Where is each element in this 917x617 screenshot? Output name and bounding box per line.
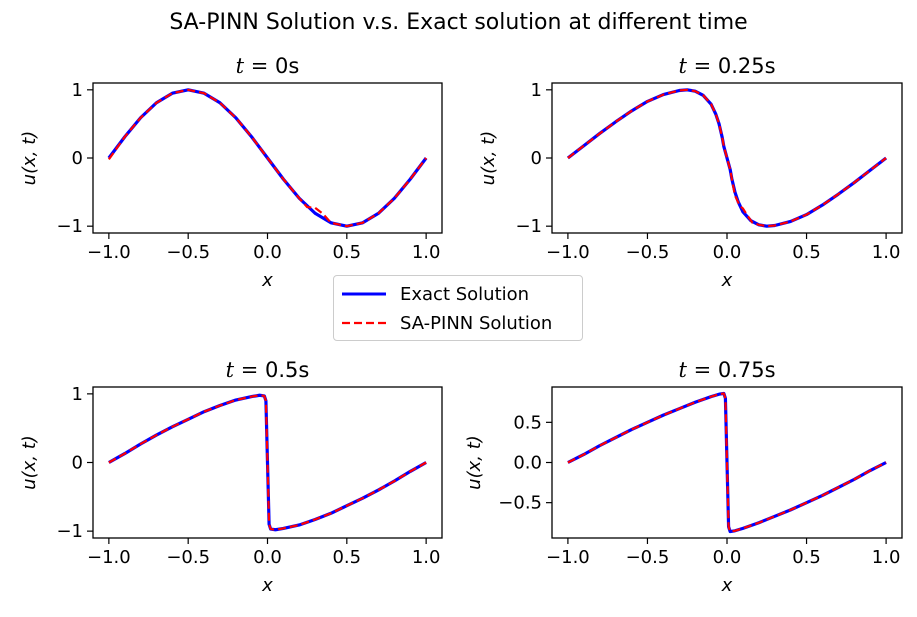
xlabel-t025: x — [721, 270, 733, 291]
exact-line-t05 — [108, 393, 427, 532]
legend-label-pinn: SA-PINN Solution — [400, 312, 553, 334]
xtick-label-t075-1: −0.5 — [626, 547, 670, 568]
xtick-label-t05-2: 0.0 — [253, 547, 282, 568]
title-var-t0: t = — [236, 54, 275, 78]
ytick-label-t05-0: −1 — [56, 521, 83, 542]
title-value-t025: 0.25s — [718, 54, 776, 78]
pinn-line-t0 — [107, 88, 428, 228]
ytick-label-t0-2: 1 — [72, 80, 83, 101]
subplot-t05: −1.0 −0.5 0.0 0.5 1.0 −1 0 1 t = 0.5s x u(x, t) — [19, 358, 443, 596]
xtick-label-t075-3: 0.5 — [792, 547, 821, 568]
xtick-label-t05-1: −0.5 — [166, 547, 210, 568]
title-var-t025: t = — [678, 54, 717, 78]
subplot-title-t025: t = 0.25s — [678, 54, 775, 78]
ytick-label-t075-2: 0.5 — [513, 412, 542, 433]
legend-entry-exact: Exact Solution — [342, 282, 529, 306]
xtick-label-t025-2: 0.0 — [713, 242, 742, 263]
ytick-label-t075-0: −0.5 — [498, 493, 542, 514]
xtick-label-t075-0: −1.0 — [546, 547, 590, 568]
pinn-line-t05 — [108, 394, 427, 531]
xtick-label-t0-4: 1.0 — [412, 242, 441, 263]
ylabel-t05: u(x, t) — [19, 435, 40, 490]
xtick-label-t05-3: 0.5 — [332, 547, 361, 568]
legend-line-dashed-icon — [342, 321, 386, 325]
subplot-title-t0: t = 0s — [236, 54, 300, 78]
xtick-label-t075-4: 1.0 — [872, 547, 901, 568]
subplot-t0: −1.0 −0.5 0.0 0.5 1.0 −1 0 1 t = 0s x u(x, t) — [19, 54, 443, 291]
ylabel-t025: u(x, t) — [478, 131, 499, 186]
subplot-t025: −1.0 −0.5 0.0 0.5 1.0 −1 0 1 t = 0.25s x u(x, t) — [478, 54, 903, 291]
xlabel-t0: x — [261, 270, 273, 291]
xtick-label-t025-3: 0.5 — [792, 242, 821, 263]
pinn-line-t025 — [567, 88, 887, 228]
ytick-label-t05-2: 1 — [72, 384, 83, 405]
legend-entry-pinn: SA-PINN Solution — [342, 311, 552, 335]
ylabel-t075: u(x, t) — [464, 435, 485, 490]
ytick-label-t0-0: −1 — [56, 216, 83, 237]
xtick-label-t05-4: 1.0 — [412, 547, 441, 568]
legend-label-exact: Exact Solution — [400, 283, 530, 305]
legend: Exact Solution SA-PINN Solution — [333, 275, 583, 341]
xlabel-t075: x — [721, 575, 733, 596]
xtick-label-t025-4: 1.0 — [872, 242, 901, 263]
xtick-label-t075-2: 0.0 — [713, 547, 742, 568]
xtick-label-t0-1: −0.5 — [166, 242, 210, 263]
ytick-label-t075-1: 0.0 — [513, 453, 542, 474]
subplot-title-t075: t = 0.75s — [678, 358, 775, 382]
title-var-t05: t = — [226, 358, 265, 382]
xtick-label-t025-1: −0.5 — [626, 242, 670, 263]
xlabel-t05: x — [261, 575, 273, 596]
xtick-label-t0-2: 0.0 — [253, 242, 282, 263]
subplot-t075: −1.0 −0.5 0.0 0.5 1.0 −0.5 0.0 0.5 t = 0.75s x u(x… — [464, 358, 903, 596]
xtick-label-t0-0: −1.0 — [87, 242, 131, 263]
ytick-label-t025-1: 0 — [531, 148, 542, 169]
title-value-t0: 0s — [275, 54, 299, 78]
title-value-t075: 0.75s — [718, 358, 776, 382]
ytick-label-t025-2: 1 — [531, 80, 542, 101]
xtick-label-t025-0: −1.0 — [546, 242, 590, 263]
ylabel-t0: u(x, t) — [19, 131, 40, 186]
pinn-line-t075 — [567, 392, 887, 533]
legend-line-solid-icon — [342, 292, 386, 296]
title-var-t075: t = — [678, 358, 717, 382]
exact-line-t025 — [566, 88, 888, 228]
subplot-title-t05: t = 0.5s — [226, 358, 310, 382]
title-value-t05: 0.5s — [265, 358, 309, 382]
ytick-label-t05-1: 0 — [72, 453, 83, 474]
ytick-label-t0-1: 0 — [72, 148, 83, 169]
figure-title: SA-PINN Solution v.s. Exact solution at … — [169, 10, 748, 35]
xtick-label-t05-0: −1.0 — [87, 547, 131, 568]
ytick-label-t025-0: −1 — [515, 216, 542, 237]
xtick-label-t0-3: 0.5 — [332, 242, 361, 263]
